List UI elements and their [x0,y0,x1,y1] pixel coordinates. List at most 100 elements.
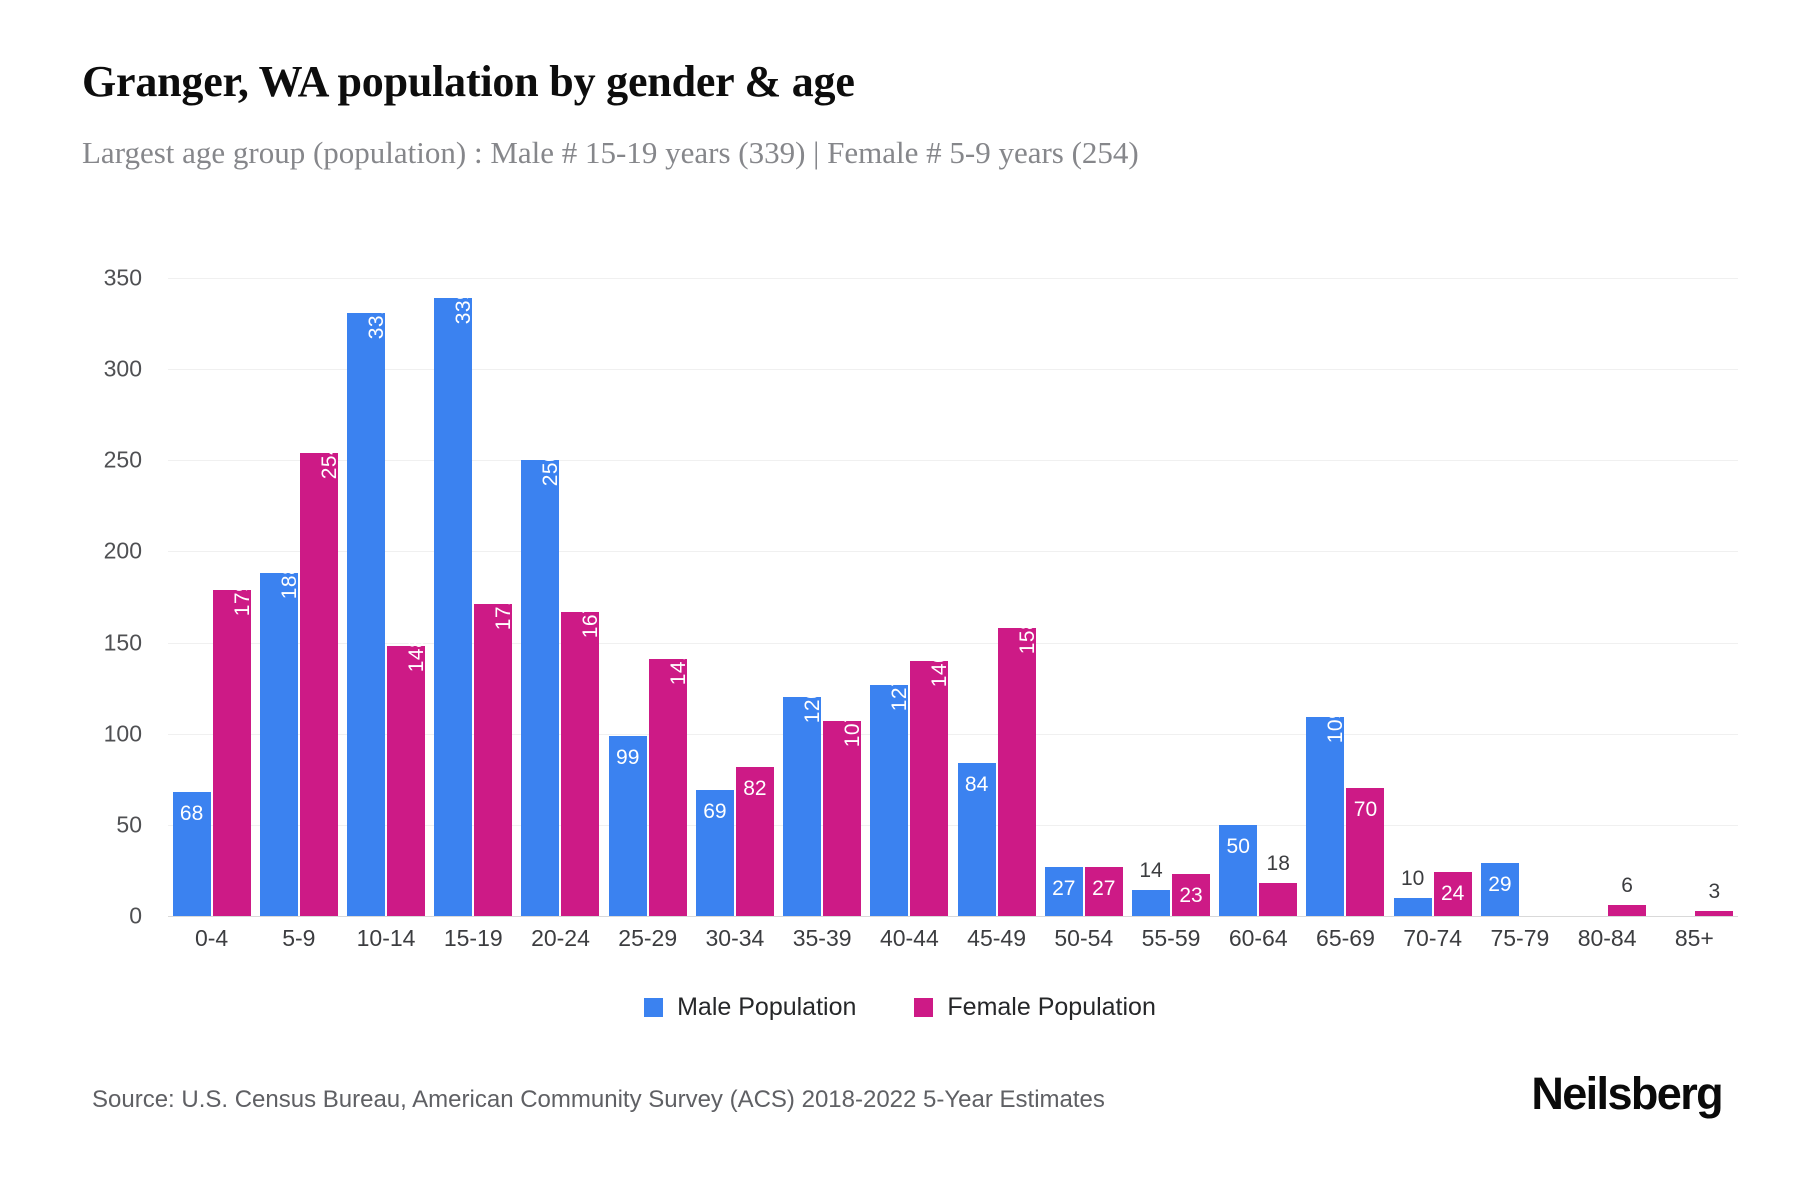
bar-female[interactable]: 107 [823,711,864,916]
bar-male[interactable]: 99 [608,735,647,916]
gridline [168,369,1738,371]
y-axis-tick: 200 [103,537,142,564]
bar-female[interactable]: 82 [735,766,774,916]
bar-female[interactable]: 70 [1346,788,1385,916]
x-axis-tick: 20-24 [531,925,590,951]
bar-group: 339 171 [430,278,517,916]
bar-male[interactable]: 68 [172,792,211,916]
bar-value-label: 10 [1400,866,1425,890]
x-axis-tick: 55-59 [1141,925,1201,951]
bar-male[interactable]: 250 [521,450,562,916]
bar-female[interactable]: 179 [212,579,254,916]
bar-female[interactable]: 18 [1259,853,1298,916]
chart-legend: Male Population Female Population [0,993,1800,1022]
x-axis-tick: 25-29 [618,925,678,951]
y-axis-tick: 150 [103,629,142,656]
bar-female[interactable]: 254 [299,443,341,916]
bar-value-label: 250 [539,450,563,487]
y-axis-tick: 350 [103,264,142,291]
y-axis-tick: 100 [103,720,142,747]
source-note: Source: U.S. Census Bureau, American Com… [92,1086,1105,1113]
bar-male[interactable]: 339 [434,288,475,916]
bar-group: 14 23 [1127,278,1214,916]
x-axis-tick: 5-9 [282,925,316,951]
x-axis-tick: 10-14 [356,925,416,951]
gridline [168,824,1738,826]
bar-value-label: 14 [1139,859,1163,883]
x-axis-tick: 30-34 [705,925,765,951]
bar-female[interactable]: 6 [1608,875,1647,916]
bar-value-label: 167 [579,601,603,638]
bar-female[interactable]: 167 [561,601,602,916]
bar-group: 188 254 [255,278,342,916]
bar-value-label: 99 [616,745,640,769]
bar-male[interactable]: 10 [1393,868,1432,916]
bar-male[interactable]: 120 [783,687,824,916]
legend-item-female[interactable]: Female Population [914,993,1156,1022]
bar-value-label: 188 [277,563,301,600]
bar-male[interactable]: 69 [695,790,734,916]
bar-female[interactable]: 3 [1695,881,1734,916]
x-axis-tick: 80-84 [1577,925,1637,951]
bar-female[interactable]: 27 [1084,866,1123,916]
bar-female[interactable]: 171 [474,594,515,916]
bar-female[interactable]: 140 [910,651,951,916]
chart-subtitle: Largest age group (population) : Male # … [82,135,1139,170]
bar-male[interactable]: 50 [1219,824,1258,916]
bar-value-label: 109 [1324,707,1348,744]
bar-group: 10 24 [1389,278,1476,916]
bar-female[interactable]: 23 [1172,874,1211,916]
bar-male[interactable]: 331 [347,302,388,916]
bar-value-label: 82 [743,776,767,800]
x-axis-tick: 75-79 [1490,925,1550,951]
bar-female[interactable]: 158 [997,618,1039,916]
y-axis-tick: 0 [129,902,142,929]
x-axis-tick: 60-64 [1228,925,1288,951]
bar-group: 84 158 [953,278,1040,916]
bar-male[interactable]: 14 [1132,860,1171,916]
bar-group: 6 [1564,278,1651,916]
bar-value-label: 23 [1179,884,1203,908]
y-axis-tick: 250 [103,446,142,473]
bar-male[interactable]: 27 [1044,866,1083,916]
bar-value-label: 120 [801,686,825,724]
bar-group: 69 82 [691,278,778,916]
x-axis-tick: 40-44 [879,925,939,951]
bar-value-label: 69 [703,800,727,824]
legend-item-male[interactable]: Male Population [644,993,856,1022]
bar-group: 250 167 [517,278,604,916]
bar-group: 50 18 [1215,278,1302,916]
bar-value-label: 141 [666,648,690,686]
x-axis-tick: 35-39 [792,925,852,951]
bar-group: 3 [1651,278,1738,916]
bar-female[interactable]: 148 [387,636,428,916]
bar-value-label: 171 [492,594,516,631]
bar-group: 331 148 [342,278,429,916]
bar-male[interactable]: 109 [1306,707,1347,916]
x-axis-tick: 70-74 [1403,925,1463,951]
bar-male[interactable]: 127 [870,674,911,916]
bar-female[interactable]: 24 [1433,872,1472,916]
bar-value-label: 140 [928,650,952,688]
y-axis-tick: 300 [103,355,142,382]
bar-value-label: 6 [1621,874,1633,898]
bar-value-label: 127 [888,674,912,711]
bar-female[interactable]: 141 [648,649,690,916]
page-title: Granger, WA population by gender & age [82,57,855,106]
bar-groups: 68 179 188 254 331 148 339 171 250 167 99 141 69 82 12… [168,278,1738,916]
x-axis-tick: 0-4 [194,925,229,951]
bar-value-label: 27 [1052,876,1076,900]
gridline [168,733,1738,735]
bar-male[interactable]: 188 [259,563,301,916]
bar-male[interactable]: 29 [1480,863,1519,916]
bar-value-label: 3 [1708,879,1721,903]
bar-group: 120 107 [779,278,866,916]
gridline [168,278,1738,279]
legend-label-male: Male Population [677,993,857,1021]
bar-value-label: 84 [964,772,989,796]
bar-value-label: 339 [452,287,476,325]
bar-male[interactable]: 84 [957,762,996,916]
y-axis-tick: 50 [116,811,142,838]
bar-value-label: 158 [1015,617,1039,655]
